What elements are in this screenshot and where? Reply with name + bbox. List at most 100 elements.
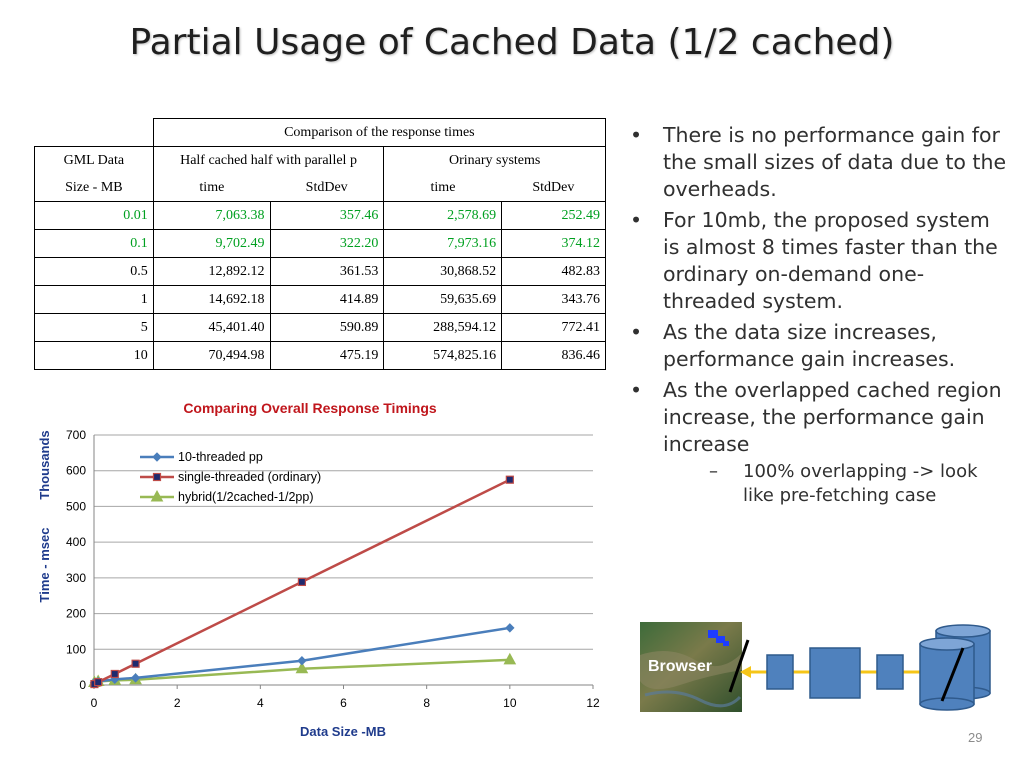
group-header-ordinary: Orinary systems	[383, 146, 606, 174]
cell-size: 5	[34, 313, 154, 342]
sub-header-ord-time: time	[383, 174, 502, 202]
chart-series	[88, 475, 517, 689]
y-axis-label: Time - msec	[37, 528, 52, 603]
y-axis-unit-label: Thousands	[37, 430, 52, 499]
browser-map-image	[640, 622, 742, 712]
cell-ord-stddev: 252.49	[501, 201, 606, 230]
cell-ord-time: 59,635.69	[383, 285, 503, 314]
x-tick-label: 4	[257, 696, 264, 710]
group-header-half-cached: Half cached half with parallel p	[152, 146, 385, 174]
cell-half-time: 9,702.49	[152, 229, 271, 258]
table-caption-row: Comparison of the response times	[35, 118, 607, 147]
sub-header-half-time: time	[152, 174, 271, 202]
chart-tick-labels: 0 100 200 300 400 500 600 700 0 2 4 6 8 10 12	[66, 428, 600, 710]
chart-axes	[93, 435, 594, 689]
bullet-item: As the overlapped cached region increase…	[628, 377, 1008, 508]
response-timings-chart: Comparing Overall Response Timings 01002…	[37, 400, 600, 739]
data-point	[295, 661, 309, 674]
cache-slash-left	[728, 639, 750, 693]
response-times-table: Comparison of the response times GML Dat…	[34, 118, 607, 370]
table-caption: Comparison of the response times	[152, 118, 607, 147]
pipeline-box-small-left	[766, 654, 794, 690]
bullet-item: As the data size increases, performance …	[628, 319, 1008, 373]
x-tick-label: 8	[423, 696, 430, 710]
data-point	[297, 656, 307, 666]
cell-ord-time: 7,973.16	[383, 229, 503, 258]
x-axis-label: Data Size -MB	[300, 724, 386, 739]
x-tick-label: 0	[91, 696, 98, 710]
cell-ord-stddev: 374.12	[501, 229, 606, 258]
table-row: 10 70,494.98 475.19 574,825.16 836.46	[34, 341, 606, 370]
cell-half-stddev: 590.89	[269, 313, 385, 342]
cell-half-time: 45,401.40	[152, 313, 271, 342]
data-point	[110, 669, 119, 679]
y-tick-label: 100	[66, 642, 86, 656]
cell-half-stddev: 414.89	[269, 285, 385, 314]
cell-half-time: 7,063.38	[152, 201, 271, 230]
x-tick-label: 10	[503, 696, 517, 710]
table-row: 0.1 9,702.49 322.20 7,973.16 374.12	[34, 229, 606, 258]
bullet-list: There is no performance gain for the sma…	[628, 122, 1008, 512]
table-sub-header-row: Size - MB time StdDev time StdDev	[34, 174, 606, 202]
cell-half-time: 70,494.98	[152, 341, 271, 370]
table-row: 1 14,692.18 414.89 59,635.69 343.76	[34, 285, 606, 314]
y-tick-label: 400	[66, 535, 86, 549]
cell-half-time: 14,692.18	[152, 285, 271, 314]
x-tick-label: 6	[340, 696, 347, 710]
data-point	[297, 577, 307, 587]
bullet-item: For 10mb, the proposed system is almost …	[628, 207, 1008, 315]
cell-ord-time: 574,825.16	[383, 341, 503, 370]
chart-title: Comparing Overall Response Timings	[183, 400, 437, 416]
legend-marker	[150, 489, 164, 502]
pipeline-box-small-right	[876, 654, 904, 690]
cell-size: 10	[34, 341, 154, 370]
x-tick-label: 2	[174, 696, 181, 710]
y-tick-label: 200	[66, 607, 86, 621]
col-header-gml-line2: Size - MB	[34, 174, 154, 202]
cell-size: 0.5	[34, 257, 154, 286]
legend-label: 10-threaded pp	[178, 450, 263, 464]
legend-marker	[152, 452, 162, 462]
slide-title: Partial Usage of Cached Data (1/2 cached…	[129, 22, 895, 63]
bullet-item-text: As the overlapped cached region increase…	[663, 378, 1002, 456]
cell-ord-time: 2,578.69	[383, 201, 503, 230]
cell-ord-stddev: 343.76	[501, 285, 606, 314]
table-row: 5 45,401.40 590.89 288,594.12 772.41	[34, 313, 606, 342]
browser-label: Browser	[648, 658, 712, 675]
cell-size: 0.1	[34, 229, 154, 258]
y-tick-label: 500	[66, 499, 86, 513]
sub-header-ord-stddev: StdDev	[501, 174, 606, 202]
cell-half-stddev: 322.20	[269, 229, 385, 258]
y-tick-label: 0	[79, 678, 86, 692]
cell-half-stddev: 357.46	[269, 201, 385, 230]
cell-ord-stddev: 772.41	[501, 313, 606, 342]
data-point	[94, 678, 103, 687]
slide-number: 29	[968, 730, 983, 745]
legend-label: hybrid(1/2cached-1/2pp)	[178, 490, 314, 504]
data-point	[130, 673, 141, 683]
cell-half-time: 12,892.12	[152, 257, 271, 286]
cell-ord-time: 288,594.12	[383, 313, 503, 342]
y-tick-label: 600	[66, 464, 86, 478]
cell-size: 1	[34, 285, 154, 314]
cell-half-stddev: 361.53	[269, 257, 385, 286]
table-group-header-row: GML Data Half cached half with parallel …	[34, 146, 606, 174]
table-row: 0.01 7,063.38 357.46 2,578.69 252.49	[34, 201, 606, 230]
chart-gridlines	[94, 434, 593, 650]
data-point	[503, 652, 517, 665]
legend-label: single-threaded (ordinary)	[178, 470, 321, 484]
sub-header-half-stddev: StdDev	[270, 174, 385, 202]
data-point	[131, 659, 140, 668]
table-row: 0.5 12,892.12 361.53 30,868.52 482.83	[34, 257, 606, 286]
pipeline-box-large	[809, 647, 861, 699]
y-tick-label: 300	[66, 571, 86, 585]
legend-marker	[152, 472, 162, 482]
data-point	[505, 475, 514, 484]
col-header-gml-line1: GML Data	[34, 146, 154, 174]
cell-ord-stddev: 836.46	[501, 341, 606, 370]
cache-slash-right	[940, 647, 965, 702]
cell-size: 0.01	[34, 201, 154, 230]
data-point	[505, 623, 515, 633]
sub-bullet-item: 100% overlapping -> look like pre-fetchi…	[663, 460, 1008, 508]
series-line	[94, 626, 511, 684]
